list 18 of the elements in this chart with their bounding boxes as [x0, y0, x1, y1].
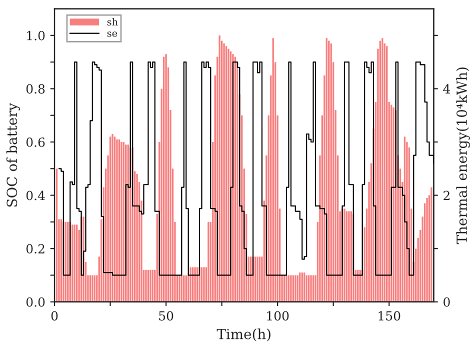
- x-tick-label: 100: [267, 311, 289, 321]
- legend-label: se: [107, 32, 118, 37]
- x-tick-label: 50: [159, 311, 174, 321]
- y2-tick-label: 4: [443, 84, 450, 94]
- y-tick-label: 0.6: [26, 137, 45, 147]
- x-tick-label: 0: [51, 311, 58, 321]
- y-axis-title: SOC of battery: [6, 102, 20, 207]
- x-axis-title: Time(h): [216, 328, 270, 342]
- y-tick-label: 1.0: [27, 30, 45, 40]
- y2-axis-title: Thermal energy(10⁴kWh): [456, 67, 470, 244]
- y-tick-label: 0.0: [26, 297, 45, 307]
- y-tick-label: 0.8: [26, 84, 45, 94]
- y-tick-label: 0.4: [26, 190, 45, 200]
- y2-tick-label: 2: [444, 190, 450, 200]
- y-tick-label: 0.2: [26, 244, 44, 254]
- x-tick-label: 150: [378, 311, 400, 321]
- y2-tick-label: 0: [444, 297, 450, 307]
- legend-label: sh: [107, 18, 118, 26]
